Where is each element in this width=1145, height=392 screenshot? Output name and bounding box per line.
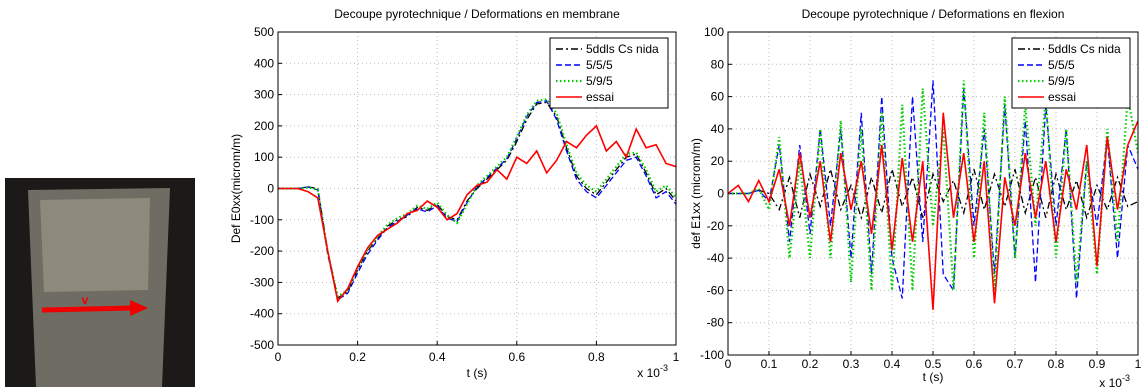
x-multiplier: x 10-3 [637, 363, 668, 380]
y-tick-label: 300 [254, 88, 274, 102]
y-tick-label: -100 [250, 213, 274, 227]
x-tick-label: 0 [725, 357, 732, 371]
x-tick-label: 1 [1135, 357, 1142, 371]
photo-highlight [40, 198, 150, 292]
legend-label: 5ddls Cs nida [1048, 42, 1121, 56]
legend-label: 5ddls Cs nida [586, 42, 659, 56]
legend-label: 5/5/5 [1048, 58, 1075, 72]
y-tick-label: 100 [254, 150, 274, 164]
y-tick-label: 0 [267, 182, 274, 196]
legend-label: essai [586, 90, 614, 104]
x-axis-label: t (s) [467, 366, 488, 380]
series-line [278, 124, 676, 304]
y-tick-label: -400 [250, 307, 274, 321]
y-tick-label: -300 [250, 275, 274, 289]
legend-label: 5/9/5 [586, 74, 613, 88]
x-tick-label: 0.4 [429, 350, 446, 364]
x-tick-label: 0.5 [925, 357, 942, 371]
x-tick-label: 0.2 [802, 357, 819, 371]
x-multiplier-exponent: -3 [1122, 373, 1130, 383]
y-tick-label: -60 [707, 283, 725, 297]
photo-arrow-head [130, 300, 148, 316]
photo-arrow [41, 305, 133, 313]
y-axis-label: def E1xx (microm/m) [689, 138, 703, 249]
y-tick-label: -40 [707, 251, 725, 265]
x-tick-label: 1 [673, 350, 680, 364]
x-multiplier-base: x 10 [637, 366, 660, 380]
y-tick-label: 60 [711, 90, 725, 104]
series-line [728, 166, 1138, 221]
y-tick-label: 100 [704, 25, 724, 39]
x-multiplier: x 10-3 [1099, 373, 1130, 387]
y-tick-label: -500 [250, 338, 274, 352]
legend-label: 5/5/5 [586, 58, 613, 72]
x-tick-label: 0.7 [1007, 357, 1024, 371]
x-multiplier-base: x 10 [1099, 376, 1122, 387]
x-tick-label: 0.8 [1048, 357, 1065, 371]
y-tick-label: 80 [711, 57, 725, 71]
y-tick-label: 20 [711, 154, 725, 168]
x-tick-label: 0.3 [843, 357, 860, 371]
y-tick-label: -20 [707, 219, 725, 233]
x-tick-label: 0.9 [1089, 357, 1106, 371]
chart-title: Decoupe pyrotechnique / Deformations en … [802, 7, 1065, 21]
axes-frame [727, 31, 1139, 356]
x-tick-label: 0.1 [761, 357, 778, 371]
x-multiplier-exponent: -3 [660, 363, 668, 373]
x-tick-label: 0.2 [349, 350, 366, 364]
y-tick-label: 400 [254, 56, 274, 70]
photo-label: v [82, 293, 89, 307]
y-tick-label: -100 [700, 348, 724, 362]
photo: v [5, 178, 195, 387]
x-tick-label: 0.6 [508, 350, 525, 364]
series-line [278, 101, 676, 300]
y-tick-label: 500 [254, 25, 274, 39]
y-axis-label: Def E0xx(microm/m) [229, 134, 243, 243]
x-tick-label: 0 [275, 350, 282, 364]
y-tick-label: 200 [254, 119, 274, 133]
axes-frame [277, 31, 677, 346]
legend-label: 5/9/5 [1048, 74, 1075, 88]
legend-label: essai [1048, 90, 1076, 104]
series-line [728, 112, 1138, 310]
y-tick-label: 0 [717, 187, 724, 201]
x-axis-label: t (s) [923, 370, 944, 384]
x-tick-label: 0.6 [966, 357, 983, 371]
x-tick-label: 0.4 [884, 357, 901, 371]
x-tick-label: 0.8 [588, 350, 605, 364]
y-tick-label: -200 [250, 244, 274, 258]
y-tick-label: -80 [707, 316, 725, 330]
y-tick-label: 40 [711, 122, 725, 136]
chart-title: Decoupe pyrotechnique / Deformations en … [334, 7, 620, 21]
